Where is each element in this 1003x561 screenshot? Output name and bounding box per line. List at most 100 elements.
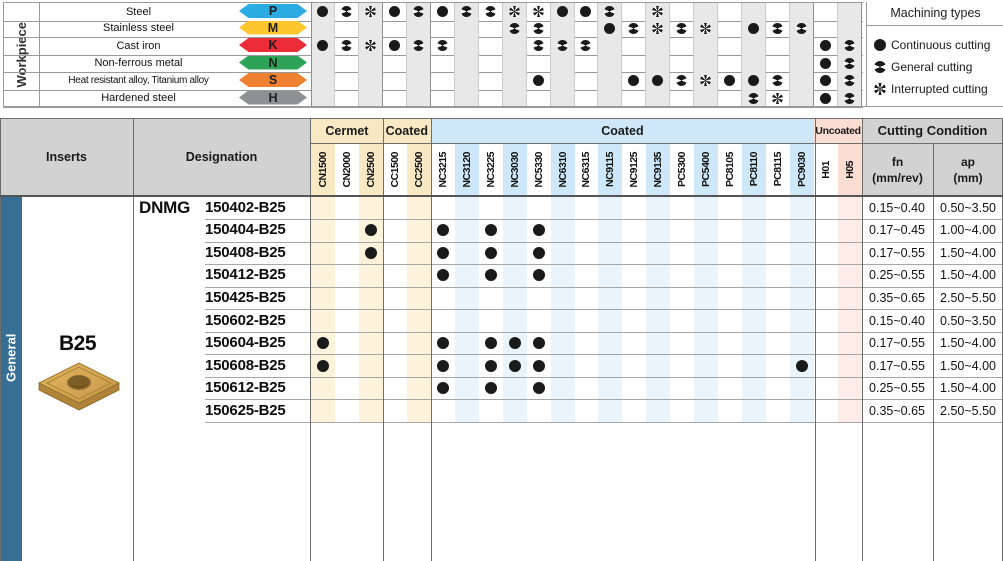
workpiece-cell-H-CN1500	[311, 89, 335, 107]
designation-text: 150412-B25	[205, 266, 286, 284]
workpiece-cell-P-CN2500	[358, 3, 383, 21]
workpiece-cell-M-NC6310	[550, 19, 575, 37]
workpiece-label-S: Heat resistant alloy, Titanium alloy	[68, 75, 209, 87]
table-gridline	[862, 118, 863, 561]
workpiece-cell-S-PC8110	[742, 72, 767, 90]
workpiece-cell-P-PC8110	[742, 3, 767, 21]
table-gridline	[133, 118, 134, 561]
ap-unit-label: (mm)	[953, 170, 983, 185]
workpiece-cell-H-NC3030	[502, 89, 527, 107]
grade-column-stripe-NC9135	[646, 196, 671, 422]
workpiece-row-M: Stainless steel M	[3, 19, 863, 38]
fn-value: 0.17~0.55	[869, 336, 925, 351]
grade-column-header-PC8115: PC8115	[766, 143, 791, 196]
table-gridline	[310, 142, 1003, 144]
continuous-cutting-icon	[724, 75, 736, 87]
general-cutting-icon	[340, 40, 352, 52]
workpiece-cell-K-CC1500	[383, 37, 407, 55]
designation-text: 150604-B25	[205, 334, 286, 352]
workpiece-class-icon-K: K	[239, 38, 307, 52]
grade-column-header-H01: H01	[814, 143, 839, 196]
workpiece-cell-N-PC9030	[790, 54, 815, 72]
workpiece-cell-K-NC9135	[646, 37, 671, 55]
general-cutting-icon	[748, 92, 760, 104]
table-gridline	[0, 118, 1, 561]
interrupted-cutting-icon	[652, 22, 664, 34]
workpiece-cell-S-NC6315	[575, 72, 599, 90]
workpiece-cell-S-PC9030	[790, 72, 815, 90]
ap-header-label: ap	[960, 154, 975, 169]
grade-group-header-3: Uncoated	[814, 118, 862, 143]
top-section-bottom-border	[3, 106, 1003, 107]
workpiece-cell-P-CC2500	[406, 3, 431, 21]
grade-column-label: PC9030	[796, 152, 809, 187]
fn-unit-label: (mm/rev)	[872, 170, 923, 185]
workpiece-cell-N-NC3215	[431, 54, 455, 72]
workpiece-label-K: Cast iron	[116, 39, 161, 52]
workpiece-cell-M-H01	[814, 19, 839, 37]
fn-value: 0.25~0.55	[869, 381, 925, 396]
workpiece-cell-S-H05	[838, 72, 862, 90]
workpiece-cell-N-CN2500	[358, 54, 383, 72]
interrupted-cutting-icon	[364, 6, 376, 18]
workpiece-cell-K-CN2500	[358, 37, 383, 55]
workpiece-cell-P-CN1500	[311, 3, 335, 21]
grade-column-header-PC8110: PC8110	[742, 143, 767, 196]
legend-title: Machining types	[867, 2, 1003, 26]
continuous-cutting-icon	[317, 6, 329, 18]
workpiece-cell-P-NC9115	[598, 3, 623, 21]
general-cutting-icon	[340, 6, 352, 18]
continuous-cutting-icon	[317, 40, 329, 52]
workpiece-cell-M-CN1500	[311, 19, 335, 37]
general-cutting-icon	[772, 22, 784, 34]
workpiece-cell-N-PC8110	[742, 54, 767, 72]
workpiece-cell-K-NC3215	[431, 37, 455, 55]
continuous-cutting-icon	[388, 6, 400, 18]
fn-header-cell: fn (mm/rev)	[862, 143, 933, 196]
workpiece-cell-S-NC6310	[550, 72, 575, 90]
designation-header-label: Designation	[185, 150, 258, 164]
ap-value: 0.50~3.50	[940, 200, 996, 215]
grade-dot-CN1500	[316, 359, 329, 372]
grade-column-label: NC6310	[556, 151, 569, 188]
grade-column-stripe-H05	[838, 196, 862, 422]
workpiece-class-icon-M: M	[239, 20, 307, 35]
fn-value: 0.15~0.40	[869, 313, 925, 328]
workpiece-label-N: Non-ferrous metal	[94, 57, 183, 70]
ap-value: 0.50~3.50	[940, 313, 996, 328]
workpiece-cell-N-CC1500	[383, 54, 407, 72]
general-cutting-icon	[604, 6, 616, 18]
workpiece-cell-N-CN1500	[311, 54, 335, 72]
workpiece-cell-H-NC6315	[575, 89, 599, 107]
workpiece-cell-K-NC5330	[527, 37, 551, 55]
workpiece-cell-K-NC3030	[502, 37, 527, 55]
workpiece-cell-K-NC9115	[598, 37, 623, 55]
grade-dot-NC3215	[436, 224, 449, 237]
workpiece-cell-K-NC3120	[454, 37, 479, 55]
row-separator-line	[205, 219, 1003, 221]
designation-text: 150608-B25	[205, 356, 286, 374]
interrupted-cutting-icon	[508, 6, 520, 18]
workpiece-cell-P-PC9030	[790, 3, 815, 21]
grade-dot-NC5330	[532, 224, 545, 237]
workpiece-cell-N-NC6310	[550, 54, 575, 72]
grade-dot-NC3225	[484, 224, 497, 237]
workpiece-cell-K-PC8115	[766, 37, 791, 55]
workpiece-cell-M-NC3225	[479, 19, 503, 37]
ap-value: 1.50~4.00	[940, 336, 996, 351]
general-cutting-icon	[844, 40, 855, 52]
grade-column-label: NC3215	[436, 151, 449, 188]
grade-column-header-PC8105: PC8105	[718, 143, 743, 196]
workpiece-cell-N-H05	[838, 54, 862, 72]
designation-header-cell: Designation	[133, 118, 310, 196]
workpiece-cell-K-PC8105	[718, 37, 743, 55]
grade-column-header-NC6315: NC6315	[574, 143, 599, 196]
workpiece-cell-H-NC5330	[527, 89, 551, 107]
grade-column-label: CN2500	[364, 151, 377, 188]
workpiece-cell-H-CN2000	[335, 89, 359, 107]
grade-dot-NC3215	[436, 246, 449, 259]
table-gridline	[383, 118, 384, 561]
workpiece-cell-P-NC3120	[454, 3, 479, 21]
fn-value: 0.15~0.40	[869, 200, 925, 215]
grade-column-label: CN1500	[316, 151, 329, 188]
